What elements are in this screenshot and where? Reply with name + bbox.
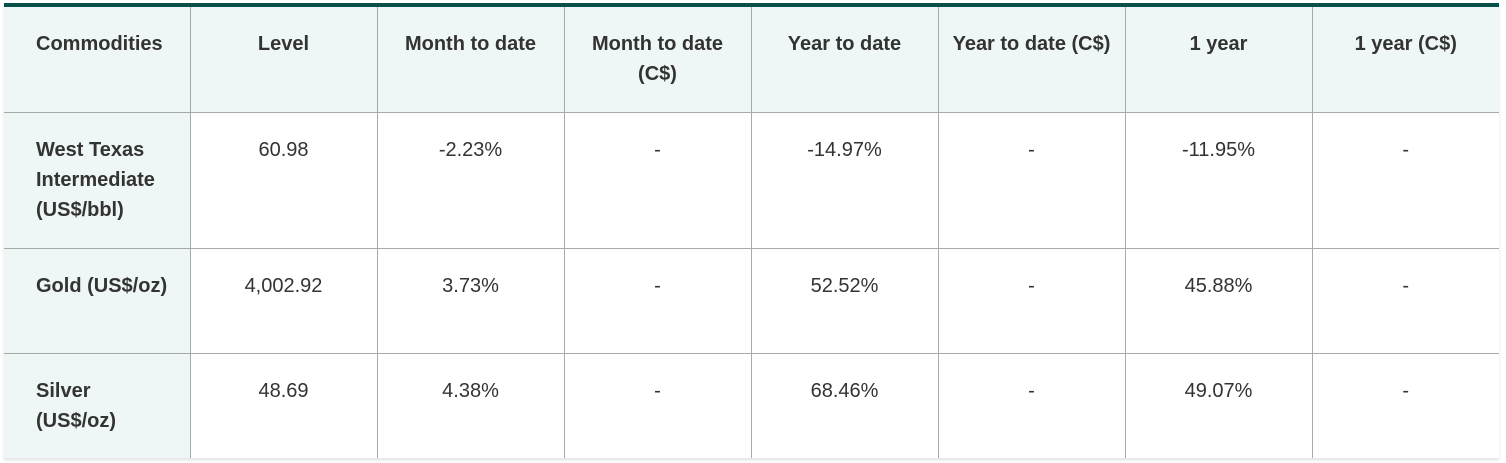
column-header: Year to date (750, 7, 938, 113)
table-cell: - (563, 353, 751, 458)
column-header: 1 year (1124, 7, 1312, 113)
table-cell: - (937, 248, 1125, 354)
table-cell: 60.98 (189, 112, 377, 249)
table-cell: - (1311, 248, 1499, 354)
header-row: Commodities Level Month to date Month to da… (4, 7, 1499, 113)
row-header: Silver (US$/oz) (4, 353, 190, 458)
column-header: Month to date (376, 7, 564, 113)
column-header: Commodities (4, 7, 190, 113)
table-row: Gold (US$/oz) 4,002.92 3.73% -52.52% -45.88%… (4, 248, 1499, 354)
table-cell: 3.73% (376, 248, 564, 354)
table-cell: 45.88% (1124, 248, 1312, 354)
commodities-table: Commodities Level Month to date Month to da… (4, 7, 1499, 458)
table-cell: -2.23% (376, 112, 564, 249)
table-cell: 4.38% (376, 353, 564, 458)
table-cell: 49.07% (1124, 353, 1312, 458)
table-row: West Texas Intermediate (US$/bbl) 60.98 -2… (4, 112, 1499, 249)
table-cell: -11.95% (1124, 112, 1312, 249)
column-header: Level (189, 7, 377, 113)
column-header: Year to date (C$) (937, 7, 1125, 113)
table-cell: - (937, 353, 1125, 458)
column-header: 1 year (C$) (1311, 7, 1499, 113)
table-cell: - (1311, 112, 1499, 249)
row-header: Gold (US$/oz) (4, 248, 190, 354)
table-row: Silver (US$/oz) 48.69 4.38% -68.46% -49.07% - (4, 353, 1499, 458)
table-cell: 48.69 (189, 353, 377, 458)
table-body: West Texas Intermediate (US$/bbl) 60.98 -2… (4, 112, 1499, 458)
table-header: Commodities Level Month to date Month to da… (4, 7, 1499, 113)
table-cell: - (563, 112, 751, 249)
table-cell: - (1311, 353, 1499, 458)
table-cell: 52.52% (750, 248, 938, 354)
row-header: West Texas Intermediate (US$/bbl) (4, 112, 190, 249)
table-cell: 4,002.92 (189, 248, 377, 354)
column-header: Month to date (C$) (563, 7, 751, 113)
table-container: Commodities Level Month to date Month to da… (4, 3, 1499, 458)
table-cell: - (937, 112, 1125, 249)
table-cell: -14.97% (750, 112, 938, 249)
table-cell: - (563, 248, 751, 354)
table-cell: 68.46% (750, 353, 938, 458)
